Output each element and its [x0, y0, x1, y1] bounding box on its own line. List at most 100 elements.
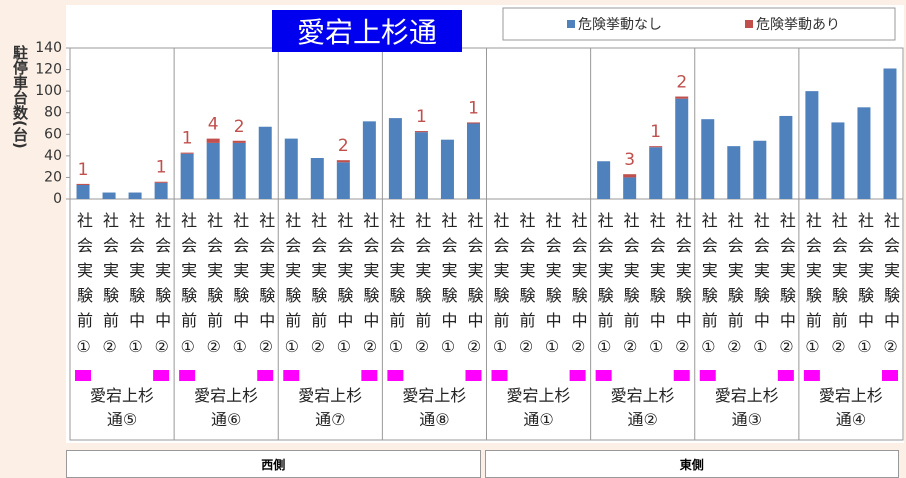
bar-segment — [154, 181, 168, 183]
x-tick-label: 社会実験中① — [126, 212, 146, 365]
x-tick-label: 社会実験中② — [672, 212, 692, 365]
x-tick-label: 社会実験中① — [230, 212, 250, 365]
value-label: 3 — [624, 150, 635, 170]
x-tick-label: 社会実験前① — [490, 212, 510, 365]
value-label: 1 — [182, 129, 193, 149]
side-label: 西側 — [66, 450, 481, 478]
value-label: 2 — [338, 136, 349, 156]
value-label: 1 — [78, 160, 89, 180]
bar-segment — [154, 182, 168, 199]
marker — [283, 370, 300, 381]
legend-label: 危険挙動なし — [578, 17, 662, 33]
bar-segment — [414, 132, 428, 199]
group-label: 愛宕上杉通② — [610, 386, 675, 429]
value-label: 1 — [468, 98, 479, 118]
legend-label: 危険挙動あり — [756, 17, 840, 33]
bar-segment — [76, 184, 90, 199]
y-tick-label: 120 — [35, 62, 62, 78]
y-tick-label: 100 — [35, 83, 62, 99]
marker — [361, 370, 378, 381]
x-tick-label: 社会実験中② — [256, 212, 276, 365]
x-tick-label: 社会実験中① — [438, 212, 458, 365]
x-tick-label: 社会実験中① — [646, 212, 666, 365]
x-tick-label: 社会実験前① — [282, 212, 302, 365]
x-tick-label: 社会実験中① — [854, 212, 874, 365]
bar-segment — [466, 123, 480, 199]
y-tick-label: 140 — [35, 40, 62, 56]
bar-segment — [675, 98, 689, 199]
x-tick-label: 社会実験前① — [178, 212, 198, 365]
bar-segment — [597, 161, 611, 199]
marker — [569, 370, 586, 381]
group-label: 愛宕上杉通⑧ — [402, 386, 467, 429]
x-tick-label: 社会実験前② — [516, 212, 536, 365]
chart-title: 愛宕上杉通 — [272, 10, 462, 52]
marker — [803, 370, 820, 381]
bar-segment — [675, 96, 689, 99]
x-tick-label: 社会実験前① — [802, 212, 822, 365]
bar-segment — [831, 122, 845, 199]
marker — [179, 370, 196, 381]
x-tick-label: 社会実験前② — [724, 212, 744, 365]
x-tick-label: 社会実験前① — [386, 212, 406, 365]
bar-segment — [883, 68, 897, 199]
y-tick-label: 0 — [53, 191, 62, 207]
x-tick-label: 社会実験中① — [542, 212, 562, 365]
bar-segment — [206, 138, 220, 143]
bar-segment — [232, 140, 246, 143]
legend-swatch — [745, 20, 753, 28]
marker — [387, 370, 404, 381]
bar-segment — [180, 152, 194, 154]
bar-segment — [727, 146, 741, 199]
x-tick-label: 社会実験中② — [152, 212, 172, 365]
bar-segment — [388, 118, 402, 199]
side-label: 東側 — [484, 450, 899, 478]
bar-segment — [258, 126, 272, 199]
bar-segment — [805, 91, 819, 199]
group-label: 愛宕上杉通⑤ — [90, 386, 155, 429]
bar-segment — [310, 158, 324, 199]
bar-segment — [362, 121, 376, 199]
y-tick-label: 40 — [44, 148, 62, 164]
marker — [699, 370, 716, 381]
bar-segment — [623, 174, 637, 178]
bar-segment — [414, 131, 428, 133]
x-tick-label: 社会実験前② — [100, 212, 120, 365]
marker — [257, 370, 274, 381]
marker — [491, 370, 508, 381]
x-tick-label: 社会実験前② — [828, 212, 848, 365]
x-tick-label: 社会実験前① — [594, 212, 614, 365]
value-label: 1 — [650, 122, 661, 142]
bar-segment — [336, 160, 350, 163]
x-tick-label: 社会実験中② — [568, 212, 588, 365]
bar-segment — [779, 115, 793, 199]
x-tick-label: 社会実験前② — [620, 212, 640, 365]
marker — [881, 370, 898, 381]
value-label: 2 — [676, 73, 687, 93]
bar-segment — [649, 147, 663, 199]
x-tick-label: 社会実験中② — [464, 212, 484, 365]
value-label: 2 — [234, 117, 245, 137]
marker — [465, 370, 482, 381]
y-tick-label: 60 — [44, 126, 62, 142]
bar-segment — [857, 107, 871, 199]
x-tick-label: 社会実験中① — [334, 212, 354, 365]
bar-segment — [336, 162, 350, 199]
bar-segment — [753, 140, 767, 199]
bar-segment — [466, 122, 480, 124]
x-tick-label: 社会実験中② — [880, 212, 900, 365]
x-tick-label: 社会実験中② — [360, 212, 380, 365]
y-axis-label: 駐停車台数(台) — [11, 45, 29, 149]
bar-segment — [284, 138, 298, 199]
bar-segment — [128, 192, 142, 199]
marker — [75, 370, 92, 381]
bar-segment — [623, 177, 637, 199]
marker — [777, 370, 794, 381]
group-label: 愛宕上杉通④ — [818, 386, 883, 429]
legend-swatch — [567, 20, 575, 28]
marker — [153, 370, 170, 381]
group-label: 愛宕上杉通③ — [714, 386, 779, 429]
bar-segment — [102, 192, 116, 199]
